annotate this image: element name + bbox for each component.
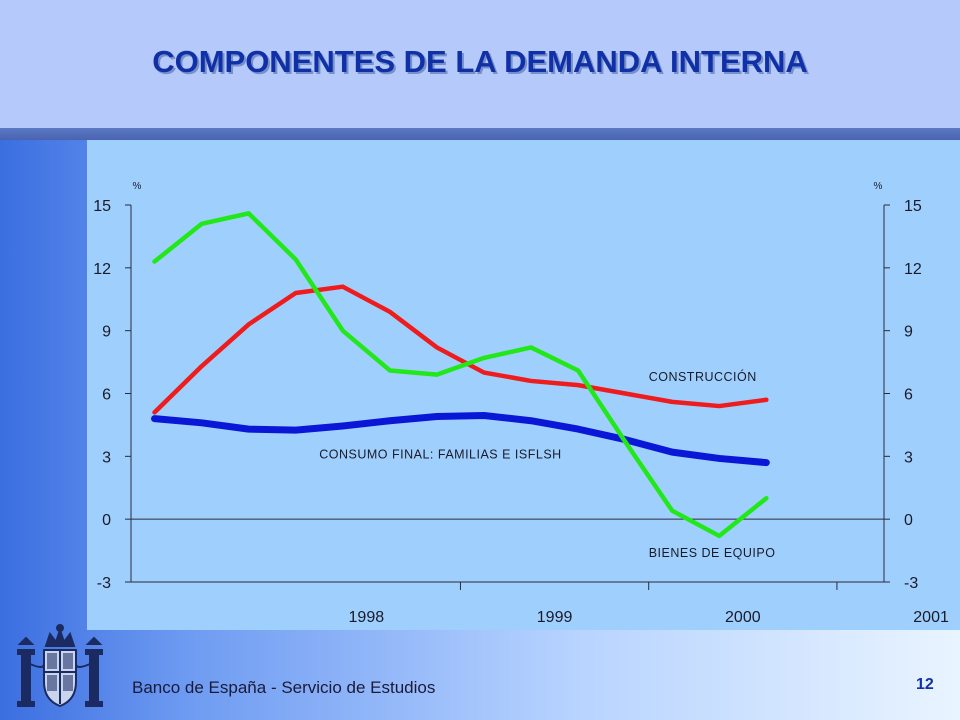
chart-labels: -3 -3 0 0 3 3 6 6 9 9 12 12 15 15% % 1998 1999 2000 2001 CO…	[93, 181, 949, 626]
series-line-1	[152, 284, 769, 415]
y-tick-label-right: 0	[904, 512, 913, 529]
y-tick-label-left: 9	[102, 324, 111, 341]
line-chart: -3 -3 0 0 3 3 6 6 9 9 12 12 15 15% % 1998 1999 2000 2001 CO…	[93, 181, 949, 626]
y-tick-label-left: -3	[97, 575, 111, 592]
footer-institution: Banco de España - Servicio de Estudios	[132, 678, 436, 697]
y-tick-label-left: 12	[93, 261, 111, 278]
y-tick-label-right: 3	[904, 449, 913, 466]
series-annotation-3: BIENES DE EQUIPO	[649, 546, 776, 560]
series-line-2	[151, 411, 770, 467]
y-tick-label-right: 12	[904, 261, 922, 278]
x-tick-label: 2000	[725, 609, 761, 626]
chart-series	[151, 211, 770, 539]
y-tick-label-left: 6	[102, 387, 111, 404]
page-number: 12	[916, 676, 934, 693]
y-tick-label-right: 15	[904, 198, 922, 215]
y-unit-right: %	[874, 181, 883, 192]
y-tick-label-left: 3	[102, 449, 111, 466]
y-tick-label-right: -3	[904, 575, 918, 592]
y-tick-label-left: 15	[93, 198, 111, 215]
slide-header	[0, 0, 960, 130]
slide-title: COMPONENTES DE LA DEMANDA INTERNA	[152, 44, 808, 79]
y-tick-label-right: 9	[904, 324, 913, 341]
x-tick-label: 1998	[349, 609, 385, 626]
series-annotation-2: CONSUMO FINAL: FAMILIAS E ISFLSH	[319, 447, 561, 461]
x-tick-label: 2001	[913, 609, 949, 626]
header-divider	[0, 128, 960, 140]
coat-of-arms-icon	[17, 624, 103, 708]
x-tick-label: 1999	[537, 609, 573, 626]
series-annotation-1: CONSTRUCCIÓN	[649, 369, 757, 384]
y-unit-left: %	[133, 181, 142, 192]
y-tick-label-left: 0	[102, 512, 111, 529]
series-line-3	[152, 211, 769, 539]
chart-panel: -3 -3 0 0 3 3 6 6 9 9 12 12 15 15%% 1998 1999 2000 2001 CO…	[87, 140, 960, 630]
y-tick-label-right: 6	[904, 387, 913, 404]
chart-axes	[125, 204, 890, 590]
